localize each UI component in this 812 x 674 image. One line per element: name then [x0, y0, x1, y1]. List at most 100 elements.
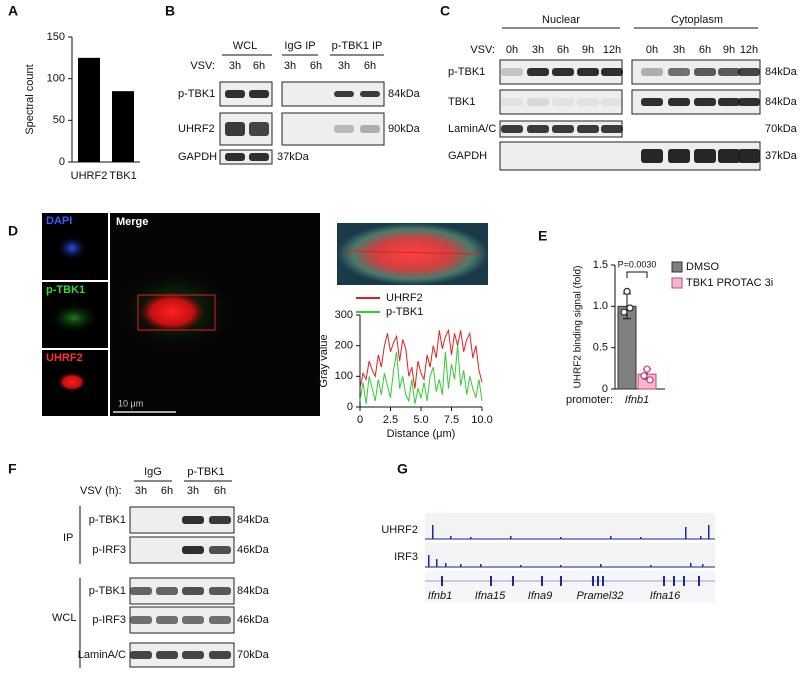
band [156, 651, 178, 659]
channel-label: DAPI [46, 215, 72, 227]
track-label: IRF3 [394, 551, 418, 563]
blot-frame [499, 89, 623, 115]
size-label: 90kDa [388, 123, 421, 135]
lane-label: 6h [364, 60, 376, 72]
band [501, 125, 523, 133]
vsv-label: VSV (h): [80, 485, 122, 497]
merge-red [136, 290, 208, 334]
band [527, 125, 549, 133]
channel-label: p-TBK1 [46, 284, 85, 296]
legend-swatch [671, 277, 683, 289]
band [718, 149, 740, 163]
x-tick-label: 0 [357, 414, 363, 426]
data-point [643, 365, 651, 373]
row-label: LaminA/C [448, 123, 496, 135]
scale-label: 10 μm [118, 398, 143, 408]
band [182, 546, 204, 554]
x-tick-label: 2.5 [383, 414, 398, 426]
size-label: 84kDa [765, 66, 798, 78]
signal-peak [460, 564, 462, 567]
data-point [640, 372, 648, 380]
signal-peak [650, 565, 652, 567]
band [130, 616, 152, 624]
panel-label: A [8, 3, 18, 19]
y-tick-label: 0 [602, 383, 608, 395]
signal-peak [436, 559, 438, 567]
y-axis-label: UHRF2 binding signal (fold) [573, 266, 584, 389]
gene-mark [597, 576, 599, 586]
panel-label: F [8, 461, 17, 477]
gene-mark [441, 576, 443, 586]
band [182, 587, 204, 595]
signal-peak [510, 536, 512, 539]
size-label: 70kDa [237, 649, 270, 661]
lane-label: 3h [338, 60, 350, 72]
signal-peak [432, 525, 434, 539]
band [209, 546, 231, 554]
group-label: WCL [233, 40, 257, 52]
x-tick-label: 5.0 [413, 414, 428, 426]
panel-label: G [397, 461, 408, 477]
profile-line [344, 250, 481, 255]
group-label: p-TBK1 IP [332, 40, 383, 52]
band [668, 98, 690, 106]
lane-label: 12h [603, 44, 621, 56]
band [209, 587, 231, 595]
row-label: p-TBK1 [89, 585, 126, 597]
band [130, 651, 152, 659]
gene-mark [541, 576, 543, 586]
x-tick-label: TBK1 [109, 170, 137, 182]
band [249, 90, 269, 98]
row-label: UHRF2 [178, 123, 215, 135]
vsv-label: VSV: [190, 60, 215, 72]
gene-label: Ifna9 [528, 590, 552, 602]
gene-mark [560, 576, 562, 586]
band [641, 149, 663, 163]
data-point [623, 287, 631, 296]
x-axis-label: promoter: [566, 394, 613, 406]
panel-label: E [538, 228, 547, 244]
gene-mark [683, 576, 685, 586]
signal-peak [708, 525, 710, 539]
lane-label: 3h [284, 60, 296, 72]
row-label: GAPDH [178, 151, 217, 163]
x-axis-label: Distance (μm) [387, 428, 456, 440]
signal-peak [702, 564, 704, 567]
signal-peak [520, 565, 522, 567]
signal-peak [560, 537, 562, 539]
y-tick-label: 50 [53, 114, 65, 126]
band [249, 153, 269, 161]
uhrf2-signal [57, 372, 87, 392]
panel-label: C [440, 3, 450, 19]
section-label: WCL [52, 612, 76, 624]
band [360, 125, 380, 133]
y-tick-label: 1.5 [593, 259, 608, 271]
signal-peak [470, 537, 472, 539]
y-tick-label: 0.5 [593, 342, 608, 354]
size-label: 46kDa [237, 544, 270, 556]
band [209, 516, 231, 524]
track-bg [425, 513, 715, 540]
size-label: 84kDa [388, 88, 421, 100]
band [577, 68, 599, 76]
gene-label: Pramel32 [576, 590, 623, 602]
band [249, 122, 269, 136]
signal-peak [700, 536, 702, 539]
row-label: LaminA/C [78, 649, 126, 661]
group-label: Nuclear [542, 14, 580, 26]
group-label: IgG [144, 466, 162, 478]
band [694, 98, 716, 106]
band [577, 98, 599, 106]
gene-label: Ifnb1 [428, 590, 452, 602]
row-label: p-TBK1 [448, 66, 485, 78]
y-tick-label: 0 [59, 156, 65, 168]
band [668, 149, 690, 163]
band [156, 616, 178, 624]
band [501, 98, 523, 106]
signal-peak [685, 527, 687, 539]
section-label: IP [63, 532, 73, 544]
band [225, 122, 245, 136]
gene-label: Ifna15 [475, 590, 506, 602]
band [527, 68, 549, 76]
gene-mark [602, 576, 604, 586]
